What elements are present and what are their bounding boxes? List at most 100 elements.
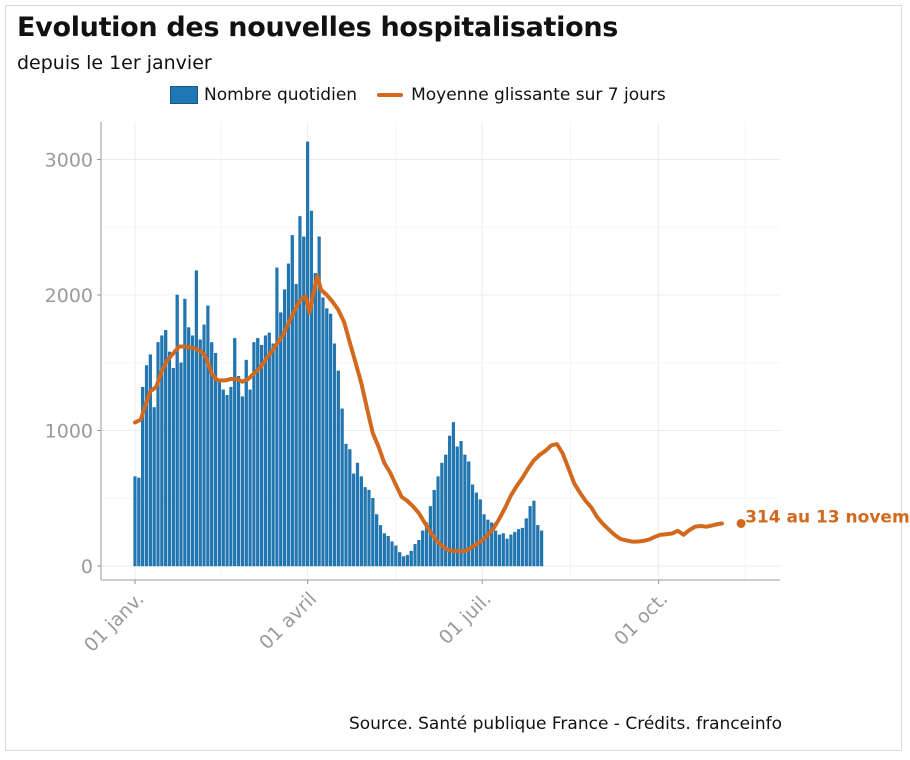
bar (520, 527, 525, 567)
bar (160, 335, 164, 567)
bar (286, 263, 291, 567)
y-tick-label: 0 (81, 556, 93, 578)
bar (436, 476, 440, 567)
annotation-label: 314 au 13 novembre (745, 507, 910, 527)
bar (509, 534, 513, 567)
bar (206, 305, 210, 567)
bar (240, 396, 244, 567)
x-tick-label: 01 janv. (80, 588, 149, 657)
legend-label-daily: Nombre quotidien (204, 85, 358, 105)
bar (378, 525, 383, 567)
bar (348, 449, 352, 567)
y-tick-label: 3000 (45, 150, 93, 172)
bar (267, 332, 271, 567)
bar (283, 289, 287, 567)
moving-average-line (133, 274, 724, 554)
bar (355, 462, 360, 567)
bar (248, 389, 252, 567)
chart-subtitle: depuis le 1er janvier (17, 52, 212, 74)
bar (440, 462, 444, 567)
bar (470, 484, 475, 567)
bar (321, 297, 325, 567)
bar (306, 141, 310, 567)
bar (524, 518, 528, 567)
bar (294, 283, 298, 567)
bar (190, 335, 195, 567)
hospitalisations-chart: 0 1000 2000 3000 01 janv. 01 avril 01 juil. 01 … (45, 122, 910, 657)
bar (413, 544, 417, 567)
bar (363, 487, 367, 567)
chart-legend: Nombre quotidien Moyenne glissante sur 7… (170, 85, 686, 105)
bar (367, 489, 371, 567)
bar (179, 362, 183, 567)
bar (210, 342, 214, 567)
bar (398, 552, 402, 567)
bar (175, 294, 179, 567)
bar (447, 435, 452, 567)
bar (451, 422, 455, 567)
x-tick-label: 01 oct. (610, 588, 672, 650)
bar (271, 343, 275, 567)
legend-item-average: Moyenne glissante sur 7 jours (377, 85, 666, 105)
bar (171, 367, 175, 567)
legend-swatch-line (377, 93, 404, 97)
bar (229, 386, 233, 567)
bar (252, 342, 256, 567)
bar (325, 308, 329, 567)
bar (133, 476, 137, 567)
bar (144, 365, 149, 567)
bar (302, 236, 306, 567)
bar (340, 408, 344, 567)
bar (359, 476, 363, 567)
x-tick-label: 01 avril (255, 588, 321, 654)
bar (474, 492, 478, 567)
bar (536, 525, 540, 567)
bar (202, 324, 206, 567)
bar (463, 454, 467, 567)
bar (497, 534, 502, 567)
bar (421, 530, 425, 567)
bar (336, 370, 340, 567)
bar (486, 519, 490, 567)
bar (217, 381, 221, 567)
bar (194, 270, 198, 567)
bar (386, 535, 390, 567)
bar (371, 498, 375, 567)
source-credit: Source. Santé publique France - Crédits.… (348, 714, 782, 734)
bar (233, 338, 237, 567)
legend-swatch-bar (170, 86, 198, 104)
bar (505, 538, 509, 567)
legend-item-daily: Nombre quotidien (170, 85, 357, 105)
bar (309, 210, 314, 567)
bar (256, 338, 260, 567)
bar (417, 540, 421, 567)
bar (332, 343, 337, 567)
bar (290, 235, 294, 567)
bar (225, 395, 229, 567)
annotation-point (736, 518, 746, 528)
bar (517, 529, 521, 567)
bar (298, 216, 302, 567)
bar (490, 522, 494, 567)
bar (459, 441, 463, 567)
x-tick-label: 01 juil. (435, 588, 496, 649)
bar (213, 353, 218, 567)
bar (375, 514, 379, 567)
bar (494, 530, 498, 567)
bar (540, 530, 544, 567)
bar (528, 506, 532, 567)
bar (444, 454, 448, 567)
bar (405, 554, 409, 567)
y-tick-label: 1000 (45, 421, 93, 443)
bar (263, 335, 268, 567)
bar (513, 531, 517, 567)
bar (183, 298, 187, 567)
bar (352, 473, 356, 567)
bar (260, 344, 264, 567)
bar (382, 533, 386, 567)
bar (167, 351, 172, 567)
bar (390, 541, 394, 567)
bar (187, 327, 191, 567)
bar (198, 339, 202, 567)
bar (394, 545, 398, 567)
